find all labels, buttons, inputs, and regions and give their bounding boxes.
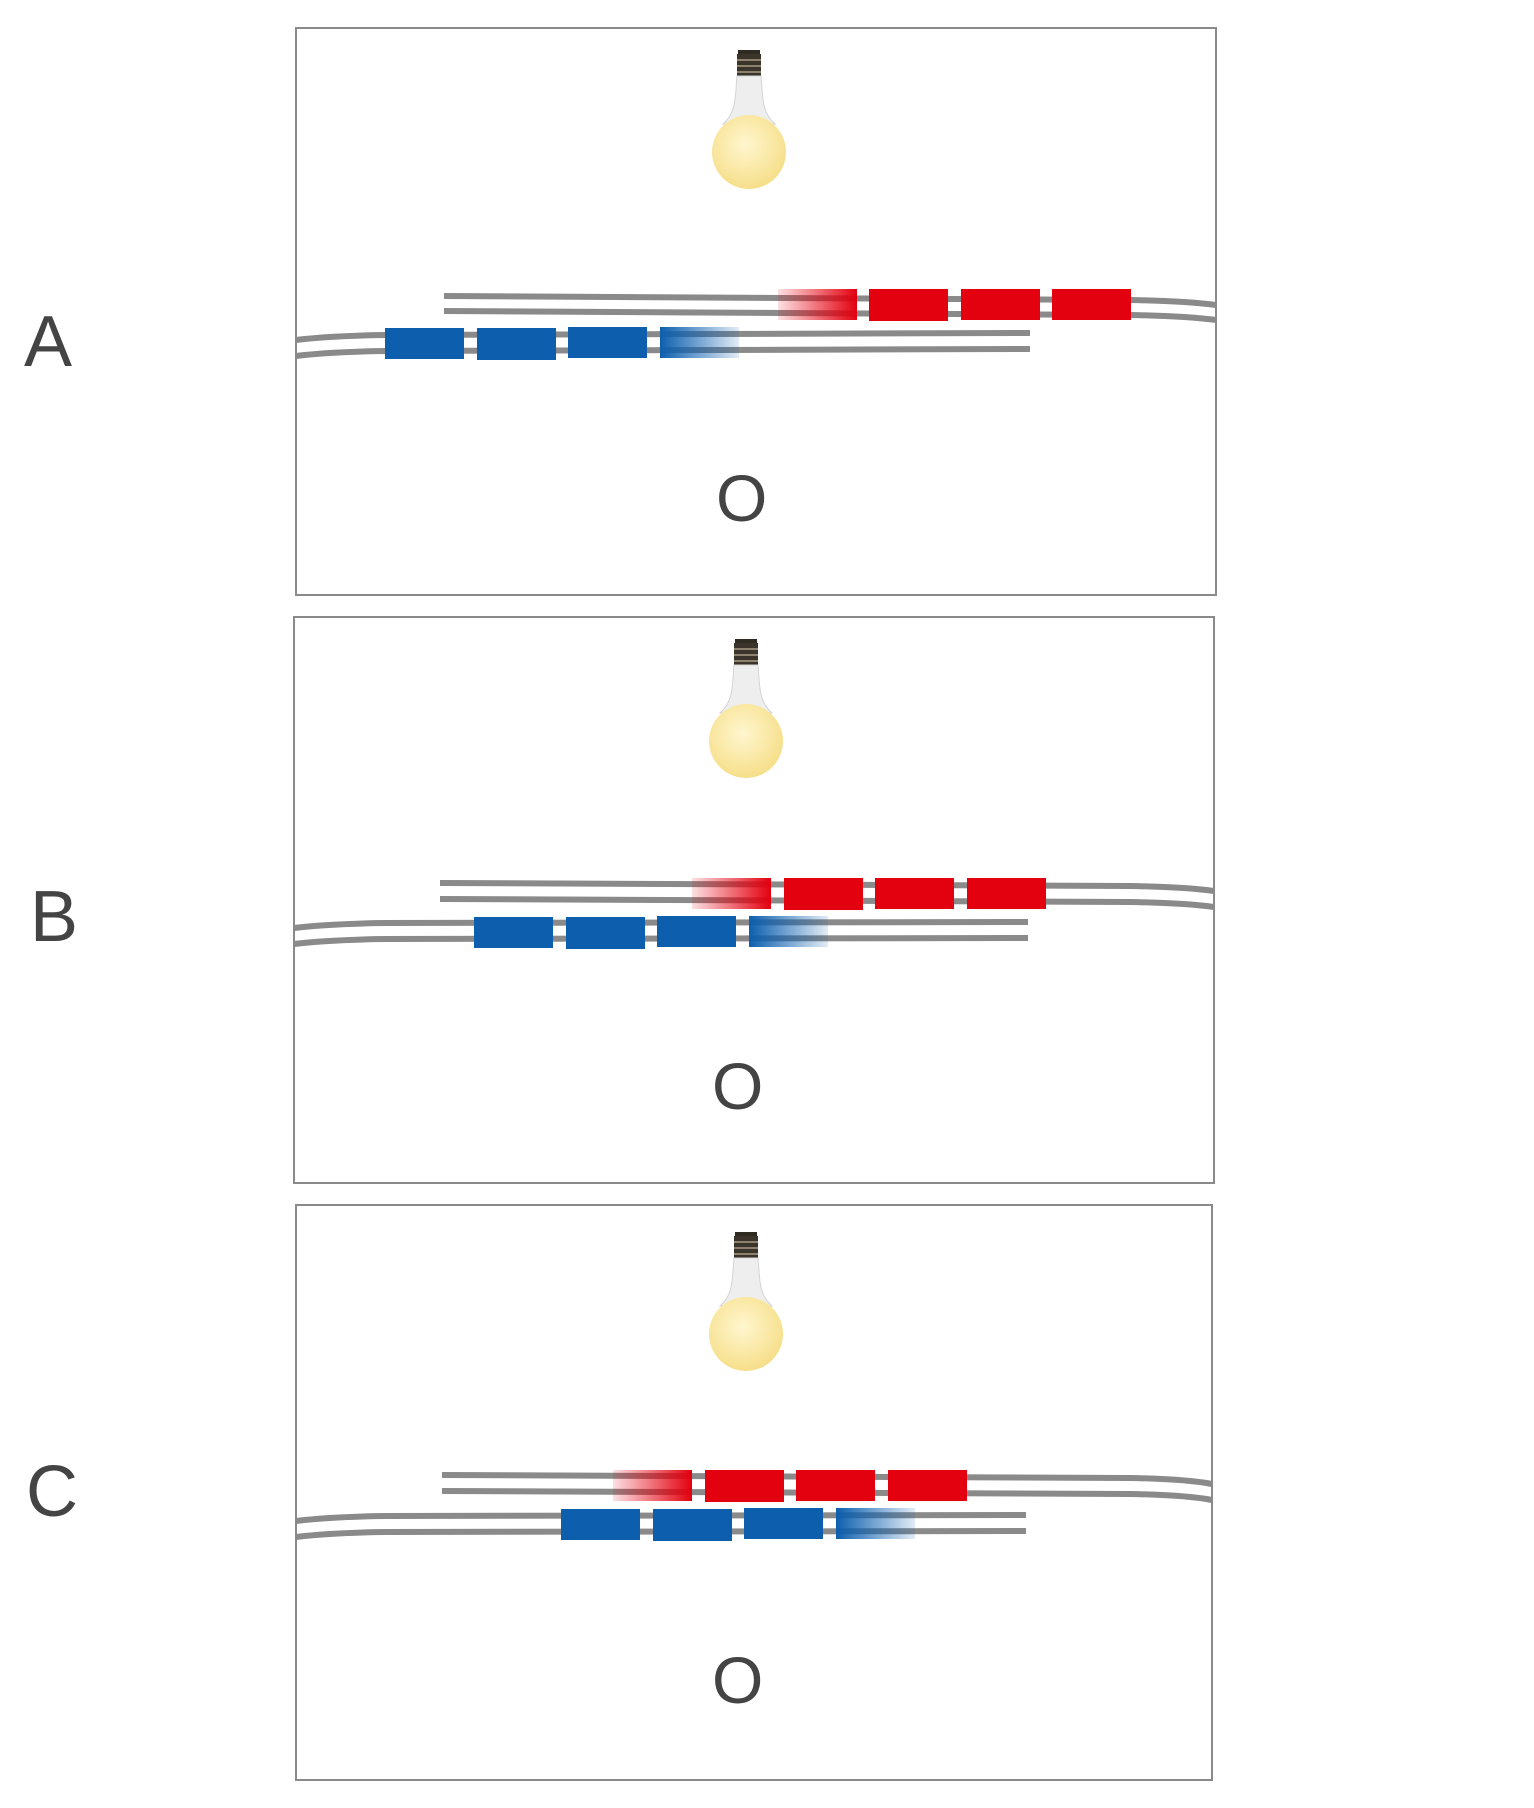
blue-train-car: [744, 1508, 823, 1539]
observer-label: O: [712, 1643, 763, 1717]
upper-track: [443, 293, 1217, 323]
red-train: [692, 878, 1046, 910]
red-train-car: [705, 1470, 784, 1502]
observer-label: O: [712, 1049, 763, 1123]
red-train-car: [796, 1470, 875, 1501]
lower-track: [295, 1512, 1027, 1540]
red-train-car: [784, 878, 863, 910]
blue-train-car: [568, 327, 647, 358]
red-train-car: [869, 289, 948, 321]
lower-track: [293, 919, 1029, 947]
observer-label: O: [716, 461, 767, 535]
panel-c-label: C: [26, 1452, 78, 1532]
blue-train-car: [660, 327, 739, 358]
red-train-car: [875, 878, 954, 909]
light-bulb-icon: [709, 639, 783, 778]
red-train: [613, 1470, 967, 1502]
blue-train-car: [653, 1509, 732, 1541]
blue-train: [561, 1508, 915, 1541]
upper-track: [441, 1472, 1213, 1503]
red-train-car: [1052, 289, 1131, 320]
upper-track: [439, 880, 1215, 910]
red-train-car: [778, 289, 857, 320]
lower-track: [295, 330, 1031, 359]
blue-train-car: [749, 916, 828, 947]
blue-train-car: [474, 917, 553, 948]
blue-train-car: [561, 1509, 640, 1540]
blue-train-car: [836, 1508, 915, 1539]
panel-c: C O: [26, 1204, 1213, 1781]
blue-train-car: [566, 917, 645, 949]
red-train-car: [967, 878, 1046, 909]
light-bulb-icon: [712, 50, 786, 189]
light-bulb-icon: [709, 1232, 783, 1371]
panel-b-label: B: [30, 877, 78, 957]
panel-b: B O: [30, 616, 1215, 1184]
red-train-car: [692, 878, 771, 909]
blue-train: [474, 916, 828, 949]
blue-train-car: [385, 328, 464, 359]
red-train-car: [888, 1470, 967, 1501]
red-train-car: [961, 289, 1040, 320]
panel-a-label: A: [24, 302, 72, 382]
blue-train-car: [477, 328, 556, 360]
blue-train-car: [657, 916, 736, 947]
blue-train: [385, 327, 739, 360]
red-train: [778, 289, 1131, 321]
red-train-car: [613, 1470, 692, 1501]
panel-a: A: [24, 27, 1217, 596]
